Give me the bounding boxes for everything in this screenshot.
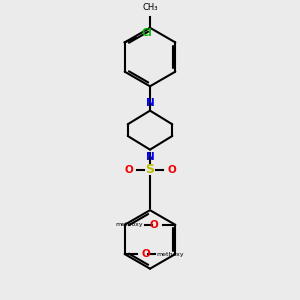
Text: N: N (146, 152, 154, 162)
Text: S: S (146, 163, 154, 176)
Text: CH₃: CH₃ (142, 3, 158, 12)
Text: methoxy: methoxy (157, 252, 184, 256)
Text: N: N (146, 98, 154, 108)
Text: Cl: Cl (141, 28, 152, 38)
Text: O: O (124, 165, 133, 175)
Text: methoxy: methoxy (116, 222, 143, 227)
Text: O: O (150, 220, 159, 230)
Text: O: O (167, 165, 176, 175)
Text: O: O (141, 249, 150, 259)
